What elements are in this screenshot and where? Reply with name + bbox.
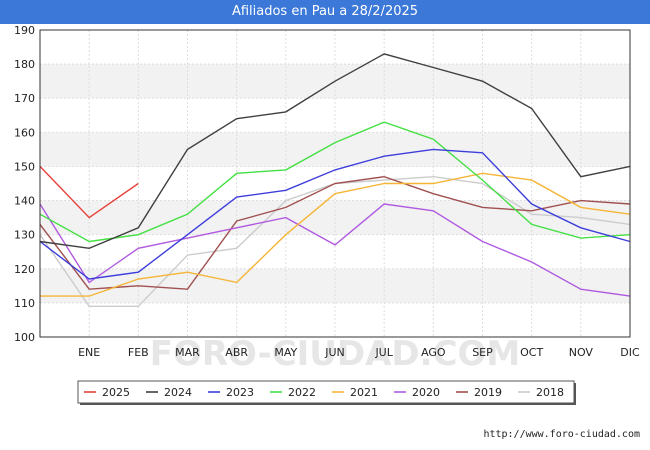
plot-band xyxy=(40,132,630,167)
y-tick-label: 140 xyxy=(14,195,35,208)
legend-label-2021: 2021 xyxy=(350,386,378,399)
legend-label-2018: 2018 xyxy=(536,386,564,399)
x-tick-label: JUL xyxy=(374,346,393,359)
legend-label-2019: 2019 xyxy=(474,386,502,399)
series-line-2023 xyxy=(39,148,631,280)
y-tick-label: 150 xyxy=(14,160,35,173)
plot-band xyxy=(40,200,630,235)
y-tick-label: 100 xyxy=(14,331,35,344)
legend-box xyxy=(77,380,575,404)
legend-label-2023: 2023 xyxy=(226,386,254,399)
x-tick-label: MAY xyxy=(274,346,297,359)
series-line-2020 xyxy=(39,203,631,297)
x-tick-label: NOV xyxy=(569,346,594,359)
y-tick-label: 120 xyxy=(14,263,35,276)
legend-label-2025: 2025 xyxy=(102,386,130,399)
y-tick-labels: 100 110 120 130 140 150 160 170 180 190 xyxy=(14,24,35,344)
x-tick-label: JUN xyxy=(324,346,345,359)
watermark: FORO-CIUDAD.COM xyxy=(150,334,521,374)
x-tick-label: DIC xyxy=(620,346,640,359)
series-line-2025 xyxy=(39,165,139,219)
series-line-2021 xyxy=(40,172,631,297)
footer-url[interactable]: http://www.foro-ciudad.com xyxy=(483,429,640,440)
x-tick-label: ABR xyxy=(225,346,248,359)
x-tick-label: ENE xyxy=(78,346,100,359)
legend-label-2024: 2024 xyxy=(164,386,192,399)
y-tick-label: 190 xyxy=(14,24,35,37)
x-tick-label: MAR xyxy=(175,346,200,359)
series-line-2019 xyxy=(39,175,631,290)
legend-label-2022: 2022 xyxy=(288,386,316,399)
chart-title: Afiliados en Pau a 28/2/2025 xyxy=(0,0,650,24)
series-lines xyxy=(39,53,631,307)
y-tick-label: 160 xyxy=(14,126,35,139)
x-tick-label: OCT xyxy=(520,346,543,359)
axes xyxy=(39,29,631,338)
series-line-2024 xyxy=(39,53,631,250)
y-tick-label: 170 xyxy=(14,92,35,105)
plot-frame xyxy=(39,29,631,338)
y-tick-label: 110 xyxy=(14,297,35,310)
y-tick-label: 180 xyxy=(14,58,35,71)
legend-label-2020: 2020 xyxy=(412,386,440,399)
x-tick-labels: ENE FEB MAR ABR MAY JUN JUL AGO SEP OCT NOV DIC xyxy=(78,346,640,359)
series-line-2022 xyxy=(39,121,631,243)
x-tick-label: AGO xyxy=(421,346,446,359)
x-tick-label: SEP xyxy=(472,346,493,359)
legend: 2025 2024 2023 2022 2021 2020 2019 2018 xyxy=(77,380,576,405)
y-tick-label: 130 xyxy=(14,229,35,242)
x-tick-label: FEB xyxy=(128,346,149,359)
